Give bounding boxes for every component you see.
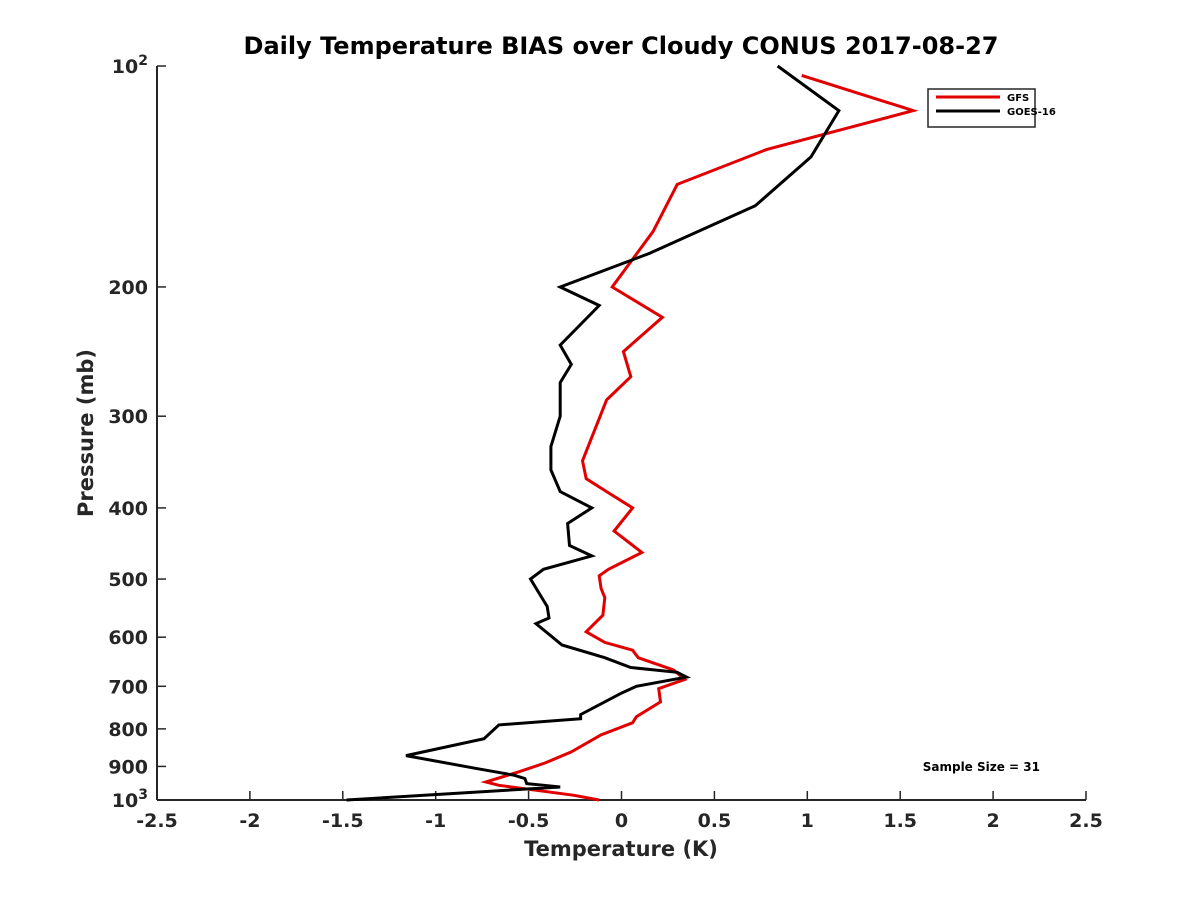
x-tick-label: -2.5 xyxy=(136,810,178,832)
y-tick-label: 200 xyxy=(108,277,148,299)
legend-box xyxy=(927,88,1036,128)
legend-label: GOES-16 xyxy=(1007,107,1056,118)
y-tick-label: 900 xyxy=(108,756,148,778)
legend-label: GFS xyxy=(1007,93,1029,104)
x-tick-label: -1 xyxy=(425,810,446,832)
series-line-gfs xyxy=(480,73,919,802)
series-layer xyxy=(346,64,919,802)
y-tick-label: 102 xyxy=(112,53,148,78)
y-tick-label: 300 xyxy=(108,406,148,428)
x-tick-label: -0.5 xyxy=(508,810,550,832)
y-tick-label: 500 xyxy=(108,569,148,591)
plot-axes: -2.5 -2 -1.5 -1 -0.5 0 0.5 1 1.5 2 2.5 102 200 300 400… xyxy=(108,53,1103,832)
x-tick-label: 0 xyxy=(615,810,628,832)
y-axis-label: Pressure (mb) xyxy=(74,349,98,517)
y-tick-label: 600 xyxy=(108,627,148,649)
x-tick-label: 1.5 xyxy=(883,810,917,832)
x-tick-label: 2.5 xyxy=(1069,810,1103,832)
y-tick-label: 400 xyxy=(108,498,148,520)
x-tick-label: -2 xyxy=(239,810,260,832)
x-axis-label: Temperature (K) xyxy=(524,837,718,861)
x-tick-label: 2 xyxy=(986,810,999,832)
y-tick-label: 700 xyxy=(108,676,148,698)
legend: GFS GOES-16 xyxy=(927,88,1056,128)
chart-title: Daily Temperature BIAS over Cloudy CONUS… xyxy=(244,32,999,60)
sample-size-annotation: Sample Size = 31 xyxy=(923,760,1040,774)
x-tick-label: -1.5 xyxy=(322,810,364,832)
series-line-goes-16 xyxy=(346,64,841,802)
x-tick-label: 0.5 xyxy=(698,810,732,832)
x-tick-label: 1 xyxy=(801,810,814,832)
y-tick-label: 103 xyxy=(112,787,148,812)
y-tick-label: 800 xyxy=(108,719,148,741)
